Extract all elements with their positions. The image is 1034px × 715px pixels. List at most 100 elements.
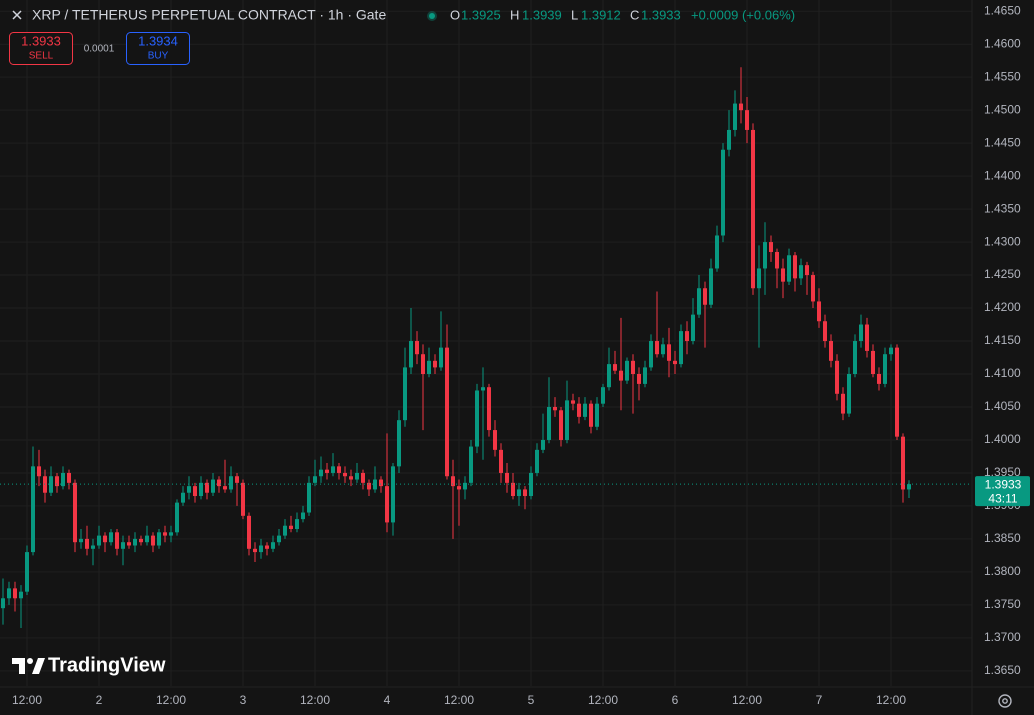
sell-button[interactable]: 1.3933 SELL	[9, 32, 73, 65]
candle-body	[79, 538, 83, 543]
candle-body	[409, 341, 413, 368]
candle-body	[361, 472, 365, 483]
candle-body	[469, 446, 473, 483]
candle-body	[205, 482, 209, 493]
candle-body	[661, 344, 665, 355]
candle-body	[379, 479, 383, 487]
buy-price: 1.3934	[138, 33, 178, 48]
candle-body	[25, 552, 29, 592]
chart-title: XRP / TETHERUS PERPETUAL CONTRACT · 1h ·…	[32, 7, 386, 23]
x-tick-label: 12:00	[444, 693, 474, 707]
x-tick-label: 12:00	[588, 693, 618, 707]
x-tick-label: 3	[240, 693, 247, 707]
candle-body	[781, 268, 785, 282]
candle-body	[61, 472, 65, 487]
candle-body	[511, 482, 515, 497]
candle-body	[31, 466, 35, 553]
grid	[0, 0, 972, 686]
y-tick-label: 1.4150	[984, 333, 1021, 347]
buy-button[interactable]: 1.3934 BUY	[126, 32, 190, 65]
candle-body	[583, 403, 587, 417]
buy-label: BUY	[148, 51, 169, 62]
candle-body	[193, 486, 197, 497]
y-tick-label: 1.3750	[984, 597, 1021, 611]
candle-body	[391, 466, 395, 523]
candle-body	[817, 301, 821, 322]
candle-body	[871, 350, 875, 375]
settings-icon[interactable]	[998, 694, 1012, 708]
candle-body	[145, 535, 149, 543]
y-tick-label: 1.4100	[984, 366, 1021, 380]
candle-body	[649, 341, 653, 368]
candle-body	[691, 314, 695, 342]
candle-body	[859, 324, 863, 342]
candle-body	[67, 472, 71, 483]
candle-body	[241, 482, 245, 516]
candle-body	[85, 538, 89, 549]
candle-body	[607, 364, 611, 388]
y-tick-label: 1.3800	[984, 564, 1021, 578]
y-tick-label: 1.4000	[984, 432, 1021, 446]
candle-body	[313, 476, 317, 483]
candle-body	[217, 479, 221, 487]
candle-body	[229, 476, 233, 490]
candle-body	[169, 532, 173, 536]
candle-body	[505, 472, 509, 483]
candle-body	[895, 347, 899, 437]
candle-body	[577, 403, 581, 417]
candle-body	[751, 129, 755, 289]
candle-body	[655, 341, 659, 355]
candle-body	[103, 535, 107, 543]
candle-body	[763, 242, 767, 269]
candle-body	[421, 354, 425, 375]
candle-body	[349, 476, 353, 480]
candle-body	[517, 489, 521, 497]
candle-body	[757, 268, 761, 289]
candle-body	[481, 387, 485, 391]
candle-body	[259, 545, 263, 553]
candle-body	[883, 354, 887, 384]
candle-body	[319, 469, 323, 477]
y-tick-label: 1.4650	[984, 3, 1021, 17]
ohlc-label: L	[571, 7, 578, 22]
sell-price: 1.3933	[21, 33, 61, 48]
candle-body	[529, 472, 533, 497]
candle-body	[91, 545, 95, 549]
candle-body	[187, 486, 191, 493]
candle-body	[271, 542, 275, 549]
status-dot	[429, 13, 435, 19]
candle-body	[325, 469, 329, 473]
candle-body	[181, 492, 185, 503]
candle-body	[769, 242, 773, 252]
candle-body	[55, 476, 59, 487]
candle-body	[841, 393, 845, 414]
close-icon[interactable]	[12, 10, 22, 20]
candle-body	[775, 251, 779, 269]
ohlc-value: 1.3939	[522, 7, 562, 22]
candle-body	[175, 502, 179, 533]
candle-body	[787, 255, 791, 282]
y-tick-label: 1.3700	[984, 630, 1021, 644]
last-price-tag	[975, 476, 1030, 507]
candle-body	[721, 149, 725, 236]
x-tick-label: 6	[672, 693, 679, 707]
x-tick-label: 7	[816, 693, 823, 707]
candle-body	[367, 482, 371, 490]
candle-body	[673, 360, 677, 365]
y-tick-label: 1.4500	[984, 102, 1021, 116]
candle-body	[805, 265, 809, 276]
candle-body	[697, 288, 701, 315]
candle-body	[265, 545, 269, 549]
candle-body	[703, 288, 707, 305]
candle-body	[415, 341, 419, 355]
candle-body	[73, 482, 77, 543]
candle-body	[847, 374, 851, 414]
brand-name: TradingView	[48, 654, 166, 676]
candle-body	[1, 598, 5, 609]
sell-label: SELL	[29, 51, 54, 62]
candle-body	[901, 436, 905, 490]
candle-body	[631, 360, 635, 375]
candle-body	[535, 449, 539, 473]
candle-body	[811, 275, 815, 302]
candle-body	[373, 479, 377, 490]
